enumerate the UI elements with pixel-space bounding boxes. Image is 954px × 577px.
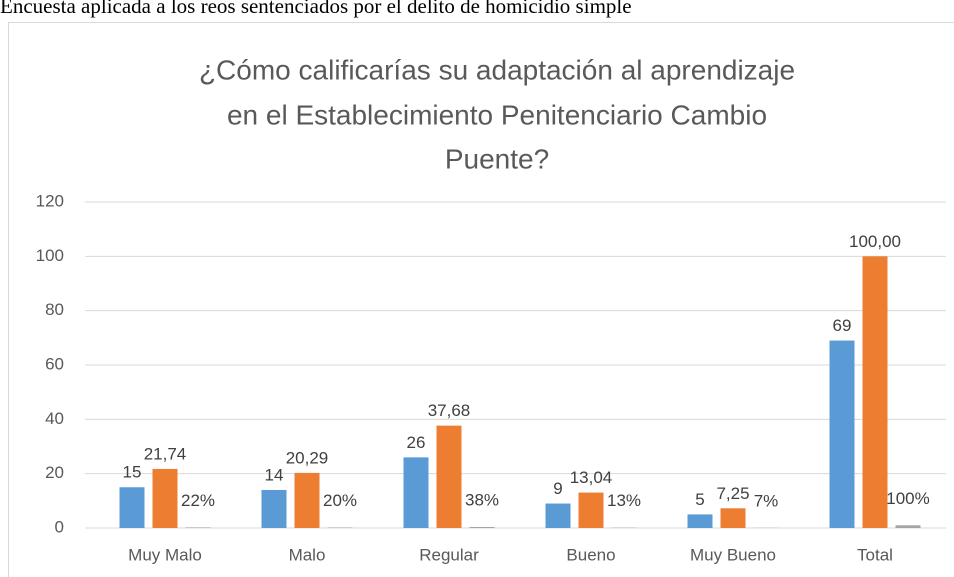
data-label: 38%	[465, 490, 499, 509]
data-label: 69	[833, 316, 852, 335]
y-tick-label: 80	[45, 300, 64, 319]
chart-title: en el Establecimiento Penitenciario Camb…	[227, 99, 767, 130]
x-tick-label: Regular	[419, 545, 479, 564]
bar	[261, 489, 287, 528]
bar	[720, 508, 746, 528]
bar	[545, 503, 571, 528]
data-label: 100,00	[849, 232, 901, 251]
data-label: 22%	[181, 491, 215, 510]
x-tick-label: Bueno	[566, 545, 615, 564]
bar	[436, 425, 462, 528]
data-label: 9	[553, 479, 562, 498]
data-label: 20,29	[286, 448, 329, 467]
y-tick-label: 20	[45, 463, 64, 482]
data-label: 15	[123, 463, 142, 482]
bar	[469, 526, 495, 528]
data-label: 7%	[754, 491, 779, 510]
data-label: 26	[407, 433, 426, 452]
y-tick-label: 60	[45, 354, 64, 373]
y-tick-label: 120	[36, 191, 64, 210]
data-label: 13,04	[570, 468, 613, 487]
bar	[687, 514, 713, 528]
data-label: 37,68	[428, 401, 471, 420]
caption: Encuesta aplicada a los reos sentenciado…	[0, 0, 632, 18]
bar	[895, 525, 921, 528]
data-label: 100%	[886, 489, 929, 508]
x-tick-label: Muy Bueno	[690, 545, 776, 564]
bar	[294, 472, 320, 528]
x-tick-label: Total	[857, 545, 893, 564]
x-tick-label: Muy Malo	[128, 545, 202, 564]
bar	[862, 256, 888, 528]
chart-title: Puente?	[445, 143, 549, 174]
data-label: 20%	[323, 491, 357, 510]
y-tick-label: 100	[36, 246, 64, 265]
bar	[829, 340, 855, 528]
chart-border	[8, 22, 954, 577]
chart-title: ¿Cómo calificarías su adaptación al apre…	[199, 54, 795, 85]
data-label: 5	[695, 490, 704, 509]
data-label: 21,74	[144, 444, 187, 463]
data-label: 14	[265, 465, 284, 484]
bar	[327, 527, 353, 528]
x-tick-label: Malo	[289, 545, 326, 564]
y-tick-label: 0	[55, 517, 64, 536]
bar	[403, 457, 429, 528]
bar	[152, 468, 178, 528]
bar	[185, 527, 211, 528]
data-label: 13%	[607, 491, 641, 510]
bar	[119, 487, 145, 528]
y-tick-label: 40	[45, 409, 64, 428]
data-label: 7,25	[716, 484, 749, 503]
bar	[578, 492, 604, 528]
